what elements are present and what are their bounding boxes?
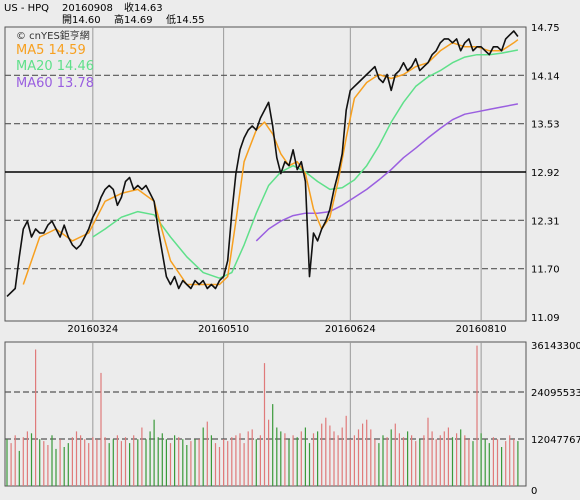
header-close: 收14.63 <box>124 1 163 14</box>
header-low: 低14.55 <box>166 13 205 26</box>
price-y-tick-label: 14.75 <box>531 23 560 34</box>
volume-bars <box>6 345 519 486</box>
ma60-line <box>255 103 519 242</box>
volume-y-tick-label: 0 <box>531 486 537 497</box>
watermark: © cnYES鉅亨網 <box>16 29 90 42</box>
header-open: 開14.60 <box>62 14 101 26</box>
header-symbol: US - HPQ <box>4 3 49 14</box>
volume-y-tick-label: 36143300 <box>531 341 580 352</box>
volume-panel <box>4 341 527 487</box>
price-y-tick-label: 11.09 <box>531 313 560 324</box>
volume-y-axis: 36143300 24095533 12047767 0 <box>531 341 580 497</box>
legend-ma20: MA20 14.46 <box>16 59 94 74</box>
price-y-tick-label: 14.14 <box>531 71 560 82</box>
price-lines <box>6 30 519 297</box>
header-date: 20160908 <box>62 3 113 14</box>
legend-ma5: MA5 14.59 <box>16 43 86 58</box>
price-x-tick-label: 20160510 <box>198 324 249 335</box>
price-y-tick-label: 12.31 <box>531 216 560 227</box>
ma5-line <box>22 39 519 286</box>
price-panel <box>4 26 527 322</box>
legend-ma60: MA60 13.78 <box>16 76 94 91</box>
price-grid <box>5 27 526 321</box>
price-x-axis: 20160324 20160510 20160624 20160810 <box>67 324 506 335</box>
header-high: 高14.69 <box>114 13 153 26</box>
price-y-axis: 14.75 14.14 13.53 12.92 12.31 11.70 11.09 <box>531 23 560 324</box>
volume-y-tick-label: 12047767 <box>531 435 580 446</box>
ma20-line <box>92 49 519 279</box>
price-y-tick-label: 12.92 <box>531 168 560 179</box>
price-y-tick-label: 11.70 <box>531 265 560 276</box>
price-x-tick-label: 20160324 <box>67 324 118 335</box>
price-y-tick-label: 13.53 <box>531 120 560 131</box>
close-price-line <box>6 30 519 297</box>
price-x-tick-label: 20160810 <box>456 324 507 335</box>
price-x-tick-label: 20160624 <box>325 324 376 335</box>
volume-y-tick-label: 24095533 <box>531 388 580 399</box>
